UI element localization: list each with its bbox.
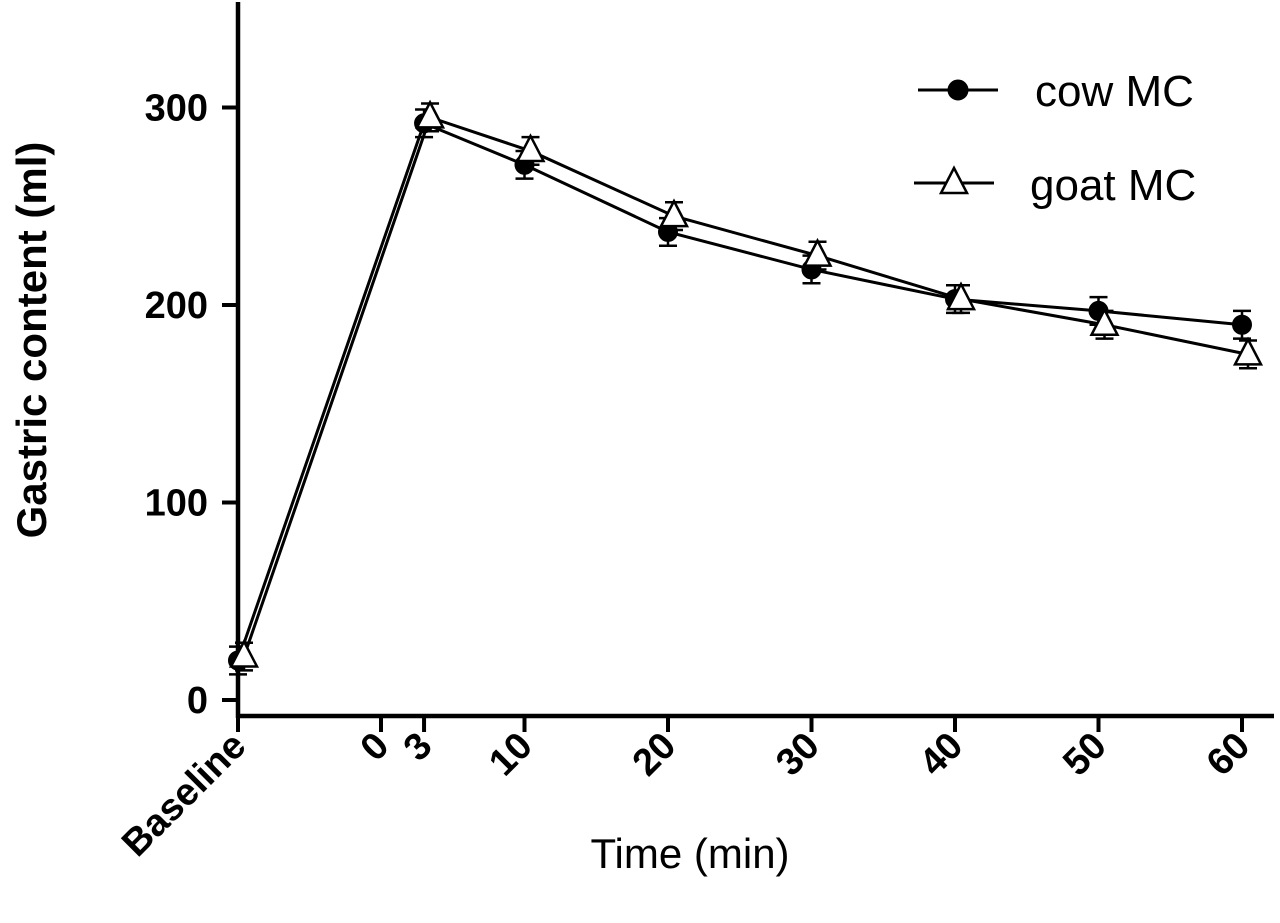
x-tick-label: 30	[768, 725, 828, 785]
legend-marker-goat	[938, 165, 970, 195]
legend: cow MC goat MC	[914, 67, 1196, 210]
y-tick-label: 200	[145, 285, 208, 327]
axes	[235, 2, 1274, 719]
series-line	[242, 115, 1249, 658]
data-point	[414, 99, 446, 129]
y-tick-label: 100	[145, 483, 208, 525]
x-tick-label: 50	[1055, 725, 1115, 785]
x-tick-label: 20	[625, 725, 685, 785]
y-ticks: 0 100 200 300	[145, 88, 238, 722]
y-tick-label: 300	[145, 88, 208, 130]
x-tick-label: 3	[396, 725, 441, 770]
legend-label-cow: cow MC	[1035, 67, 1194, 116]
series-line	[236, 121, 1243, 661]
x-tick-label: 0	[353, 725, 398, 770]
legend-label-goat: goat MC	[1030, 161, 1196, 210]
x-tick-label: 10	[481, 725, 541, 785]
x-axis-title: Time (min)	[590, 830, 789, 877]
data-point	[945, 281, 977, 311]
data-point	[515, 133, 546, 163]
data-point	[1232, 336, 1264, 366]
legend-marker-cow	[947, 79, 969, 101]
series-goat	[228, 99, 1264, 672]
data-point	[1232, 314, 1252, 335]
y-axis-title: Gastric content (ml)	[8, 142, 55, 539]
x-tick-label: Baseline	[114, 725, 254, 865]
legend-item-cow: cow MC	[918, 67, 1194, 116]
x-tick-label: 60	[1199, 725, 1259, 785]
y-tick-label: 0	[187, 680, 208, 722]
data-point	[658, 198, 690, 228]
data-point	[228, 638, 260, 668]
data-point	[1089, 307, 1120, 336]
x-tick-label: 40	[912, 725, 972, 785]
data-point	[802, 237, 833, 267]
legend-item-goat: goat MC	[914, 161, 1196, 210]
series-layer	[228, 99, 1264, 676]
